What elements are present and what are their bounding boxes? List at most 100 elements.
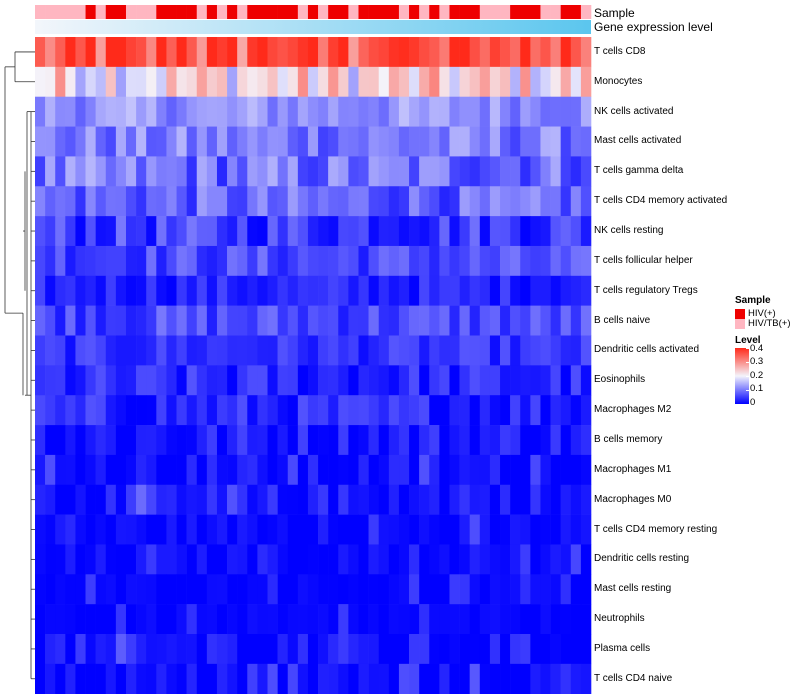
heatmap-cell: [409, 663, 420, 694]
heatmap-cell: [297, 245, 309, 277]
heatmap-cell: [146, 186, 157, 217]
heatmap-cell: [540, 335, 551, 366]
heatmap-cell: [318, 66, 329, 97]
heatmap-cell: [186, 37, 198, 68]
heatmap-cell: [136, 96, 147, 127]
heatmap-cell: [227, 663, 238, 694]
heatmap-cell: [570, 544, 582, 575]
row-label: Macrophages M0: [594, 493, 672, 505]
heatmap-cell: [489, 305, 501, 336]
heatmap-cell: [176, 37, 187, 68]
heatmap-cell: [176, 66, 187, 97]
heatmap-cell: [338, 275, 349, 306]
heatmap-cell: [469, 216, 481, 247]
heatmap-cell: [540, 186, 551, 217]
heatmap-cell: [156, 604, 167, 635]
heatmap-cell: [227, 156, 238, 187]
heatmap-cell: [35, 275, 46, 306]
heatmap-cell: [388, 96, 400, 127]
heatmap-cell: [176, 126, 187, 157]
row-label: B cells memory: [594, 433, 663, 445]
heatmap-cell: [550, 663, 561, 694]
heatmap-cell: [580, 66, 592, 97]
heatmap-cell: [227, 275, 238, 306]
heatmap-cell: [257, 335, 268, 366]
level-tick-0.4: 0.4: [750, 343, 764, 354]
heatmap-cell: [156, 37, 167, 68]
heatmap-cell: [105, 37, 117, 68]
heatmap-cell: [459, 126, 470, 157]
heatmap-cell: [388, 454, 400, 486]
heatmap-cell: [459, 604, 470, 635]
heatmap-cell: [318, 156, 329, 187]
heatmap-cell: [45, 186, 56, 217]
heatmap-cell: [469, 604, 481, 635]
heatmap-cell: [65, 484, 76, 515]
heatmap-cell: [570, 37, 582, 68]
heatmap-cell: [489, 574, 501, 605]
heatmap-cell: [146, 275, 157, 306]
heatmap-cell: [348, 186, 359, 217]
heatmap-cell: [449, 216, 460, 247]
heatmap-cell: [125, 604, 137, 635]
heatmap-cell: [388, 275, 400, 306]
heatmap-cell: [125, 156, 137, 187]
heatmap-cell: [429, 245, 440, 277]
heatmap-cell: [570, 245, 582, 277]
heatmap-cell: [409, 216, 420, 247]
heatmap-cell: [35, 66, 46, 97]
sample-cell: [510, 5, 521, 19]
heatmap-cell: [267, 186, 278, 217]
heatmap-cell: [439, 335, 450, 366]
heatmap-cell: [297, 66, 309, 97]
heatmap-cell: [378, 574, 390, 605]
tick-mark: [746, 376, 749, 377]
heatmap-cell: [196, 186, 208, 217]
heatmap-cell: [459, 216, 470, 247]
heatmap-cell: [530, 454, 541, 486]
sample-cell: [35, 5, 46, 19]
sample-cell: [65, 5, 76, 19]
sample-cell: [297, 5, 309, 19]
heatmap-cell: [35, 245, 46, 277]
sample-cell: [489, 5, 501, 19]
heatmap-cell: [439, 96, 450, 127]
heatmap-cell: [65, 156, 76, 187]
heatmap-cell: [479, 66, 491, 97]
heatmap-cell: [449, 634, 460, 665]
heatmap-cell: [105, 425, 117, 456]
heatmap-cell: [45, 96, 56, 127]
heatmap-cell: [45, 126, 56, 157]
sample-track-label: Sample: [594, 6, 635, 20]
heatmap-cell: [156, 663, 167, 694]
heatmap-cell: [55, 425, 66, 456]
heatmap-cell: [378, 454, 390, 486]
heatmap-cell: [277, 365, 289, 396]
sample-cell: [550, 5, 561, 19]
heatmap-cell: [247, 454, 258, 486]
sample-cell: [439, 5, 450, 19]
heatmap-cell: [489, 186, 501, 217]
heatmap-cell: [75, 66, 86, 97]
heatmap-cell: [156, 216, 167, 247]
heatmap-cell: [449, 365, 460, 396]
heatmap-cell: [510, 66, 521, 97]
heatmap-cell: [449, 335, 460, 366]
heatmap-cell: [520, 634, 531, 665]
heatmap-cell: [65, 395, 76, 426]
heatmap-cell: [136, 604, 147, 635]
heatmap-cell: [348, 96, 359, 127]
heatmap-cell: [85, 245, 96, 277]
heatmap-cell: [398, 156, 410, 187]
heatmap-cell: [580, 305, 592, 336]
heatmap-cell: [338, 186, 349, 217]
heatmap-cell: [35, 395, 46, 426]
sample-cell: [479, 5, 491, 19]
heatmap-cell: [530, 395, 541, 426]
heatmap-cell: [297, 634, 309, 665]
heatmap-cell: [459, 37, 470, 68]
heatmap-cell: [166, 96, 177, 127]
heatmap-cell: [277, 544, 289, 575]
heatmap-cell: [560, 365, 572, 396]
heatmap-cell: [267, 454, 278, 486]
